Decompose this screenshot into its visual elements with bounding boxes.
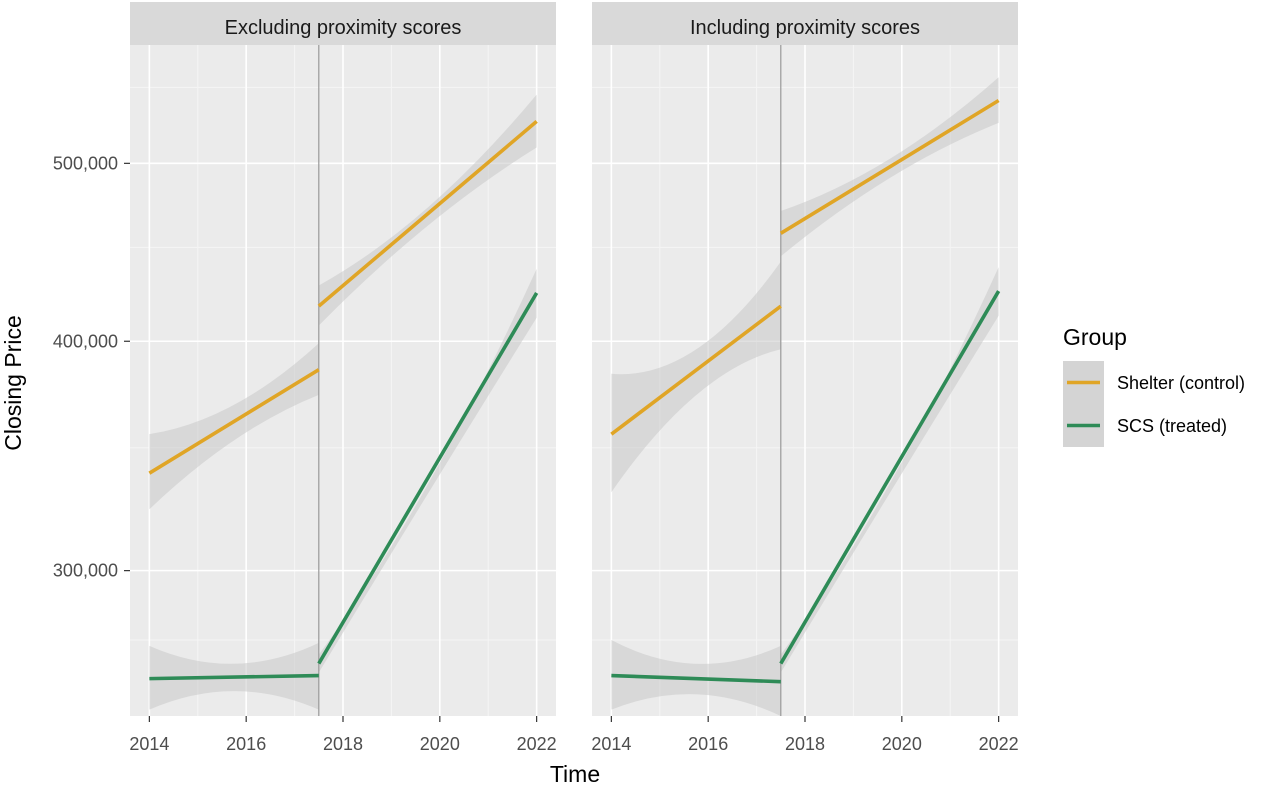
series-line	[317, 120, 538, 308]
confidence-ribbon	[611, 261, 781, 493]
panel-excluding: Excluding proximity scores 2014 2016 2018 20…	[129, 2, 557, 754]
confidence-ribbon	[318, 268, 537, 673]
x-axis-title: Time	[550, 761, 600, 787]
legend-title: Group	[1063, 324, 1127, 350]
y-tick-label: 500,000	[53, 153, 118, 173]
series-line	[610, 304, 782, 436]
facet-strip	[130, 2, 556, 45]
series-line	[149, 673, 319, 681]
x-tick-label: 2022	[979, 734, 1019, 754]
x-tick-label: 2020	[882, 734, 922, 754]
confidence-ribbon	[780, 267, 999, 673]
confidence-ribbon	[318, 94, 537, 326]
legend: Group Shelter (control) SCS (treated)	[1063, 324, 1245, 447]
x-tick-label: 2018	[785, 734, 825, 754]
panel-including: Including proximity scores 2014 2016 2018 20…	[591, 2, 1019, 754]
legend-label: Shelter (control)	[1117, 373, 1245, 393]
confidence-ribbon	[149, 343, 319, 510]
x-tick-label: 2016	[226, 734, 266, 754]
facet-strip-label: Including proximity scores	[690, 17, 920, 39]
facet-strip	[592, 2, 1018, 45]
series-line	[317, 292, 539, 665]
x-tick-label: 2022	[517, 734, 557, 754]
x-tick-label: 2014	[591, 734, 631, 754]
series-line	[148, 368, 320, 475]
facet-strip-label: Excluding proximity scores	[225, 17, 462, 39]
x-tick-label: 2014	[129, 734, 169, 754]
x-tick-label: 2018	[323, 734, 363, 754]
y-axis-title: Closing Price	[0, 315, 26, 451]
series-line	[779, 98, 1000, 235]
y-tick-label: 400,000	[53, 331, 118, 351]
legend-label: SCS (treated)	[1117, 416, 1227, 436]
y-axis: 300,000 400,000 500,000	[53, 153, 130, 581]
series-line	[611, 673, 781, 684]
x-tick-label: 2020	[420, 734, 460, 754]
series-line	[779, 290, 1001, 665]
x-tick-label: 2016	[688, 734, 728, 754]
y-tick-label: 300,000	[53, 561, 118, 581]
